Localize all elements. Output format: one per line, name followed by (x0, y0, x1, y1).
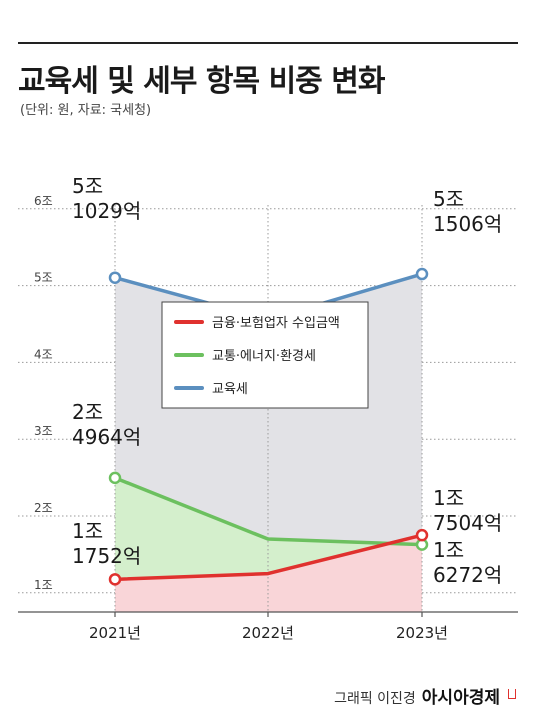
data-point-marker (415, 267, 429, 281)
y-tick-label: 3조 (34, 424, 53, 438)
data-label-line1: 2조 (72, 400, 103, 424)
data-label-line1: 1조 (72, 519, 103, 543)
y-tick-label: 1조 (34, 578, 53, 592)
data-point-marker (415, 528, 429, 542)
series-line-1 (113, 476, 424, 547)
x-tick-label: 2023년 (396, 624, 448, 642)
data-label-line2: 4964억 (72, 425, 141, 449)
series-line-0 (113, 533, 424, 582)
data-point-marker (108, 573, 122, 586)
credit: 그래픽 이진경 아시아경제 (334, 683, 516, 708)
y-tick-label: 2조 (34, 501, 53, 515)
x-tick-label: 2022년 (242, 624, 294, 642)
chart-title: 교육세 및 세부 항목 비중 변화 (18, 64, 385, 99)
x-tick-label: 2021년 (89, 624, 141, 642)
legend-label-2: 교육세 (212, 382, 248, 397)
y-tick-label: 4조 (34, 347, 53, 361)
data-label-line1: 5조 (433, 187, 464, 211)
data-label-line2: 1506억 (433, 212, 502, 236)
data-label-line1: 1조 (433, 538, 464, 562)
data-label-line2: 6272억 (433, 563, 502, 587)
data-label-line1: 5조 (72, 174, 103, 198)
data-label-line1: 1조 (433, 486, 464, 510)
graphic-credit: 그래픽 이진경 (334, 691, 416, 707)
brand-mark-icon (508, 689, 516, 699)
data-label-line2: 7504억 (433, 511, 502, 535)
legend-label-0: 금융·보험업자 수입금액 (212, 316, 340, 331)
data-label-line2: 1029억 (72, 199, 141, 223)
legend-label-1: 교통·에너지·환경세 (212, 349, 316, 364)
data-point-marker (108, 471, 122, 485)
y-tick-label: 6조 (34, 194, 53, 208)
top-rule (18, 42, 518, 44)
brand-logo: 아시아경제 (421, 688, 500, 708)
data-label-line2: 1752억 (72, 544, 141, 568)
chart-subtitle: (단위: 원, 자료: 국세청) (20, 103, 152, 118)
y-tick-label: 5조 (34, 271, 53, 285)
data-point-marker (108, 271, 122, 284)
